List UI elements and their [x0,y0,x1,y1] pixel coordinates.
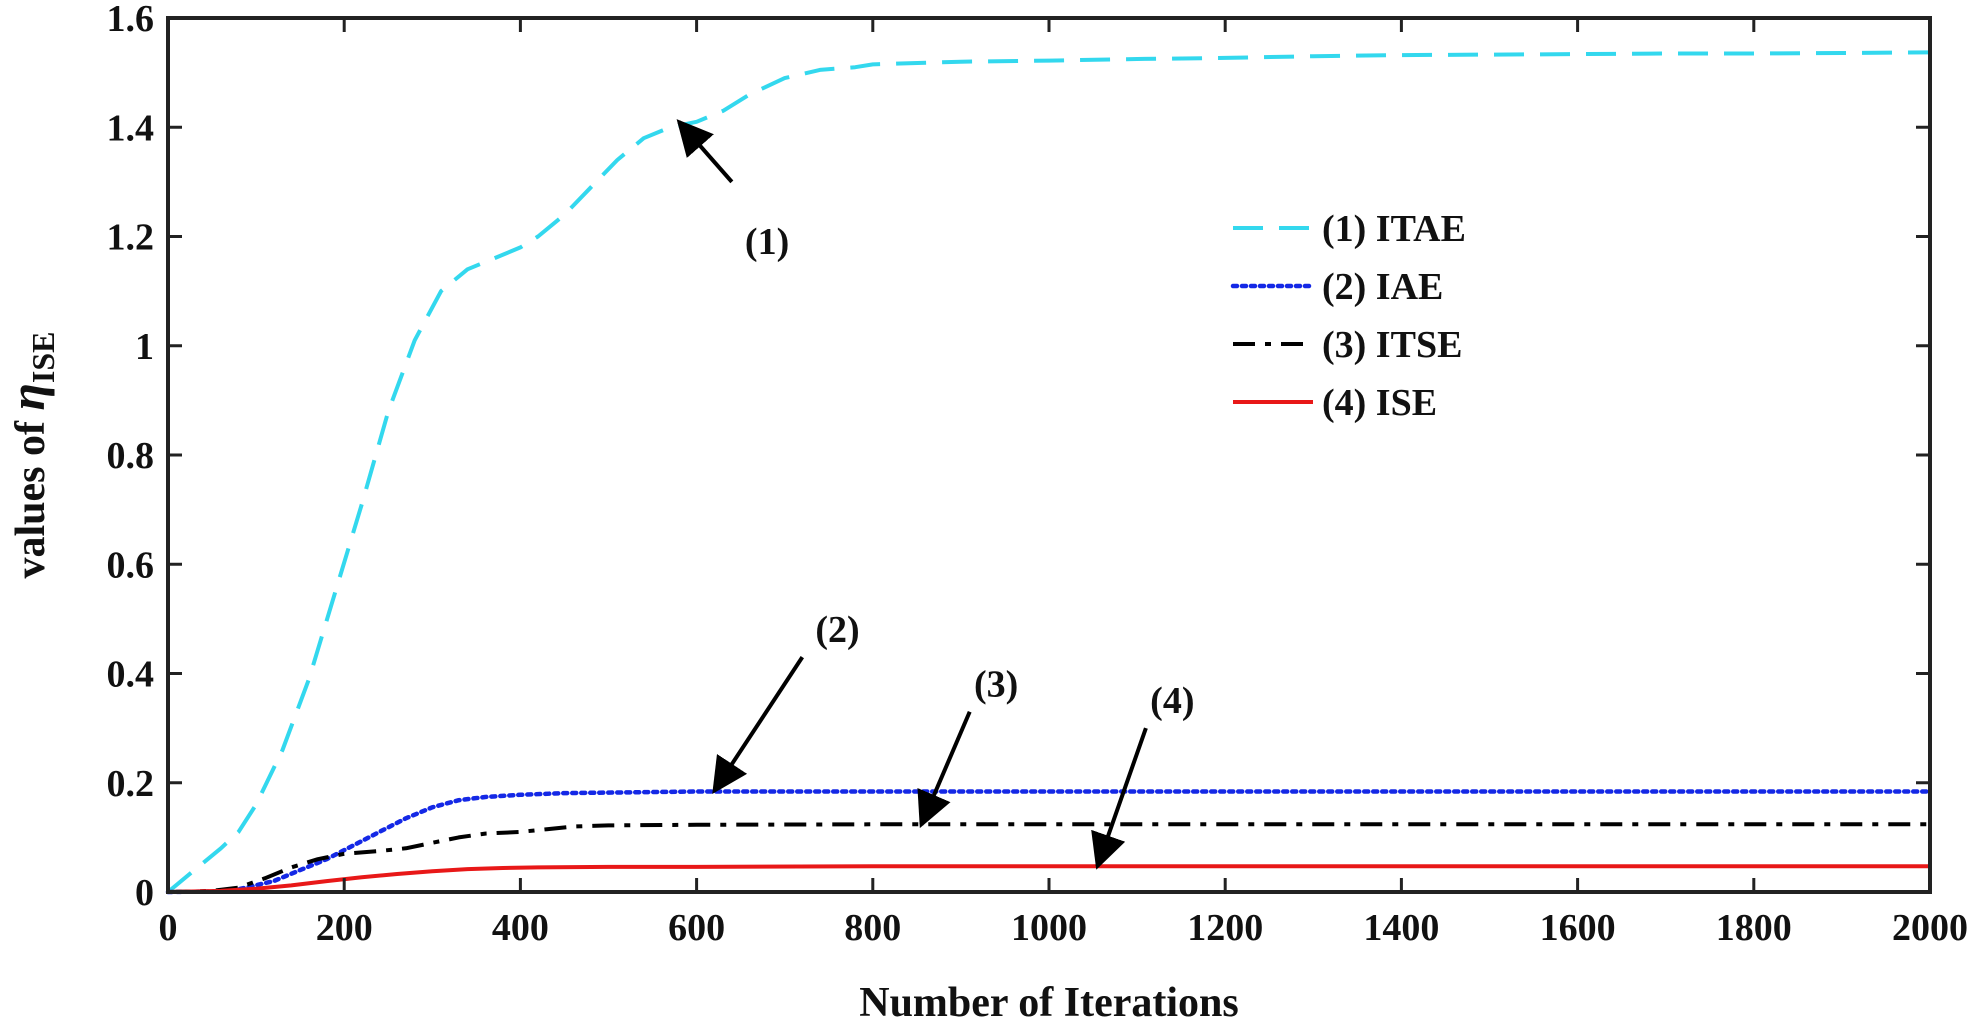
plot-series-group [165,50,1933,895]
annotation-label-1: (1) [745,221,789,263]
annotation-arrow-2 [712,656,804,794]
y-axis-ticks: 0 0.2 0.4 0.6 0.8 1 1.2 1.4 1.6 [107,0,1930,914]
annotation-arrow-4 [1091,727,1148,870]
x-tick-label: 2000 [1892,907,1968,949]
annotation-label-4: (4) [1150,680,1194,722]
x-tick-label: 1400 [1363,907,1439,949]
x-tick-label: 0 [159,907,178,949]
y-tick-label: 0.8 [107,435,155,477]
annotation-label-2: (2) [815,609,859,651]
series-line-2 [165,789,1933,895]
y-tick-label: 1.6 [107,0,155,40]
legend-label-4: (4) ISE [1322,382,1437,424]
annotation-label-3: (3) [974,663,1018,705]
x-axis-label: Number of Iterations [859,980,1239,1023]
annotation-arrow-1 [676,119,734,184]
x-tick-label: 400 [492,907,549,949]
annotation-arrow-3 [917,710,972,829]
plot-area-frame [166,16,1932,894]
y-tick-label: 0.6 [107,544,155,586]
legend-label-1: (1) ITAE [1322,208,1466,250]
annotations-group: (1) (2) (3) (4) [676,119,1194,870]
x-tick-label: 800 [844,907,901,949]
x-axis-ticks: 0 200 400 600 800 1000 1200 1400 1600 1800 2000 [159,18,1968,949]
legend-label-3: (3) ITSE [1322,324,1462,366]
y-tick-label: 1 [135,326,154,368]
series-line-3 [167,822,1930,894]
x-tick-label: 600 [668,907,725,949]
x-tick-label: 1200 [1187,907,1263,949]
y-axis-label-prefix: values of [8,411,54,579]
legend: (1) ITAE (2) IAE (3) ITSE (4) ISE [1230,208,1466,424]
legend-label-2: (2) IAE [1322,266,1443,308]
y-tick-label: 0.2 [107,763,155,805]
y-tick-label: 0 [135,872,154,914]
series-line-1 [166,50,1931,894]
x-tick-label: 1800 [1716,907,1792,949]
y-tick-label: 0.4 [107,654,155,696]
x-tick-label: 1600 [1540,907,1616,949]
y-axis-label: values of ηISE [0,331,61,578]
x-tick-label: 1000 [1011,907,1087,949]
y-tick-label: 1.4 [107,107,155,149]
y-tick-label: 1.2 [107,217,155,259]
y-axis-label-subscript: ISE [25,331,61,383]
series-line-4 [167,864,1930,894]
x-tick-label: 200 [316,907,373,949]
y-axis-label-symbol: η [0,383,55,410]
